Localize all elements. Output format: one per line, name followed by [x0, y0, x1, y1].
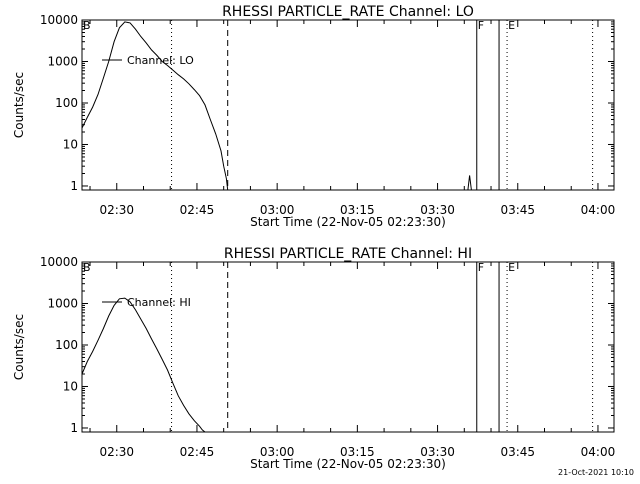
panel2-marker-label-F: F: [478, 261, 484, 274]
panel1-x-tick-label: 03:15: [340, 203, 375, 217]
panel2-marker-label-B: B: [83, 261, 91, 274]
panel1-y-tick-label: 1000: [47, 54, 78, 68]
panel2-x-tick-label: 03:45: [500, 445, 535, 459]
panel2-y-tick-label: 1000: [47, 296, 78, 310]
panel1-axes-frame: [81, 19, 615, 191]
panel2-x-tick-label: 03:15: [340, 445, 375, 459]
panel2-series-line-1: [81, 297, 206, 433]
panel2-x-tick-label: 04:00: [581, 445, 616, 459]
panel1-y-tick-label: 10000: [40, 13, 78, 27]
panel2-x-tick-label: 03:00: [260, 445, 295, 459]
panel1-x-tick-label: 02:30: [99, 203, 134, 217]
panel2-legend-label: Channel: HI: [127, 296, 191, 309]
panel1-series-line-2: [467, 175, 472, 191]
panel2-title: RHESSI PARTICLE_RATE Channel: HI: [224, 246, 472, 262]
panel1-marker-label-F: F: [478, 19, 484, 32]
panel1-x-tick-label: 03:30: [420, 203, 455, 217]
panel2-marker-label-E: E: [508, 261, 515, 274]
plot-timestamp: 21-Oct-2021 10:10: [558, 468, 634, 477]
panel2-x-tick-label: 03:30: [420, 445, 455, 459]
panel2-y-axis-label: Counts/sec: [12, 314, 26, 380]
panel1-marker-label-B: B: [83, 19, 91, 32]
panel1-x-tick-label: 04:00: [581, 203, 616, 217]
panel1-marker-label-E: E: [508, 19, 515, 32]
panel2-y-tick-label: 10: [63, 379, 78, 393]
panel1-x-tick-label: 03:45: [500, 203, 535, 217]
panel1-x-tick-label: 02:45: [180, 203, 215, 217]
panel2-y-tick-label: 1: [70, 421, 78, 435]
panel1-x-tick-label: 03:00: [260, 203, 295, 217]
panel1-y-axis-label: Counts/sec: [12, 72, 26, 138]
panel1-y-tick-label: 100: [55, 96, 78, 110]
panel2-y-tick-label: 100: [55, 338, 78, 352]
panel2-axes-frame: [81, 261, 615, 433]
panel1-x-axis-label: Start Time (22-Nov-05 02:23:30): [250, 215, 446, 229]
panel2-x-tick-label: 02:30: [99, 445, 134, 459]
panel2-x-axis-label: Start Time (22-Nov-05 02:23:30): [250, 457, 446, 471]
panel1-y-tick-label: 10: [63, 137, 78, 151]
panel2-y-tick-label: 10000: [40, 255, 78, 269]
panel1-legend-label: Channel: LO: [127, 54, 194, 67]
panel1-series-line-1: [81, 21, 229, 191]
panel1-title: RHESSI PARTICLE_RATE Channel: LO: [222, 4, 474, 20]
panel1-y-tick-label: 1: [70, 179, 78, 193]
panel2-x-tick-label: 02:45: [180, 445, 215, 459]
